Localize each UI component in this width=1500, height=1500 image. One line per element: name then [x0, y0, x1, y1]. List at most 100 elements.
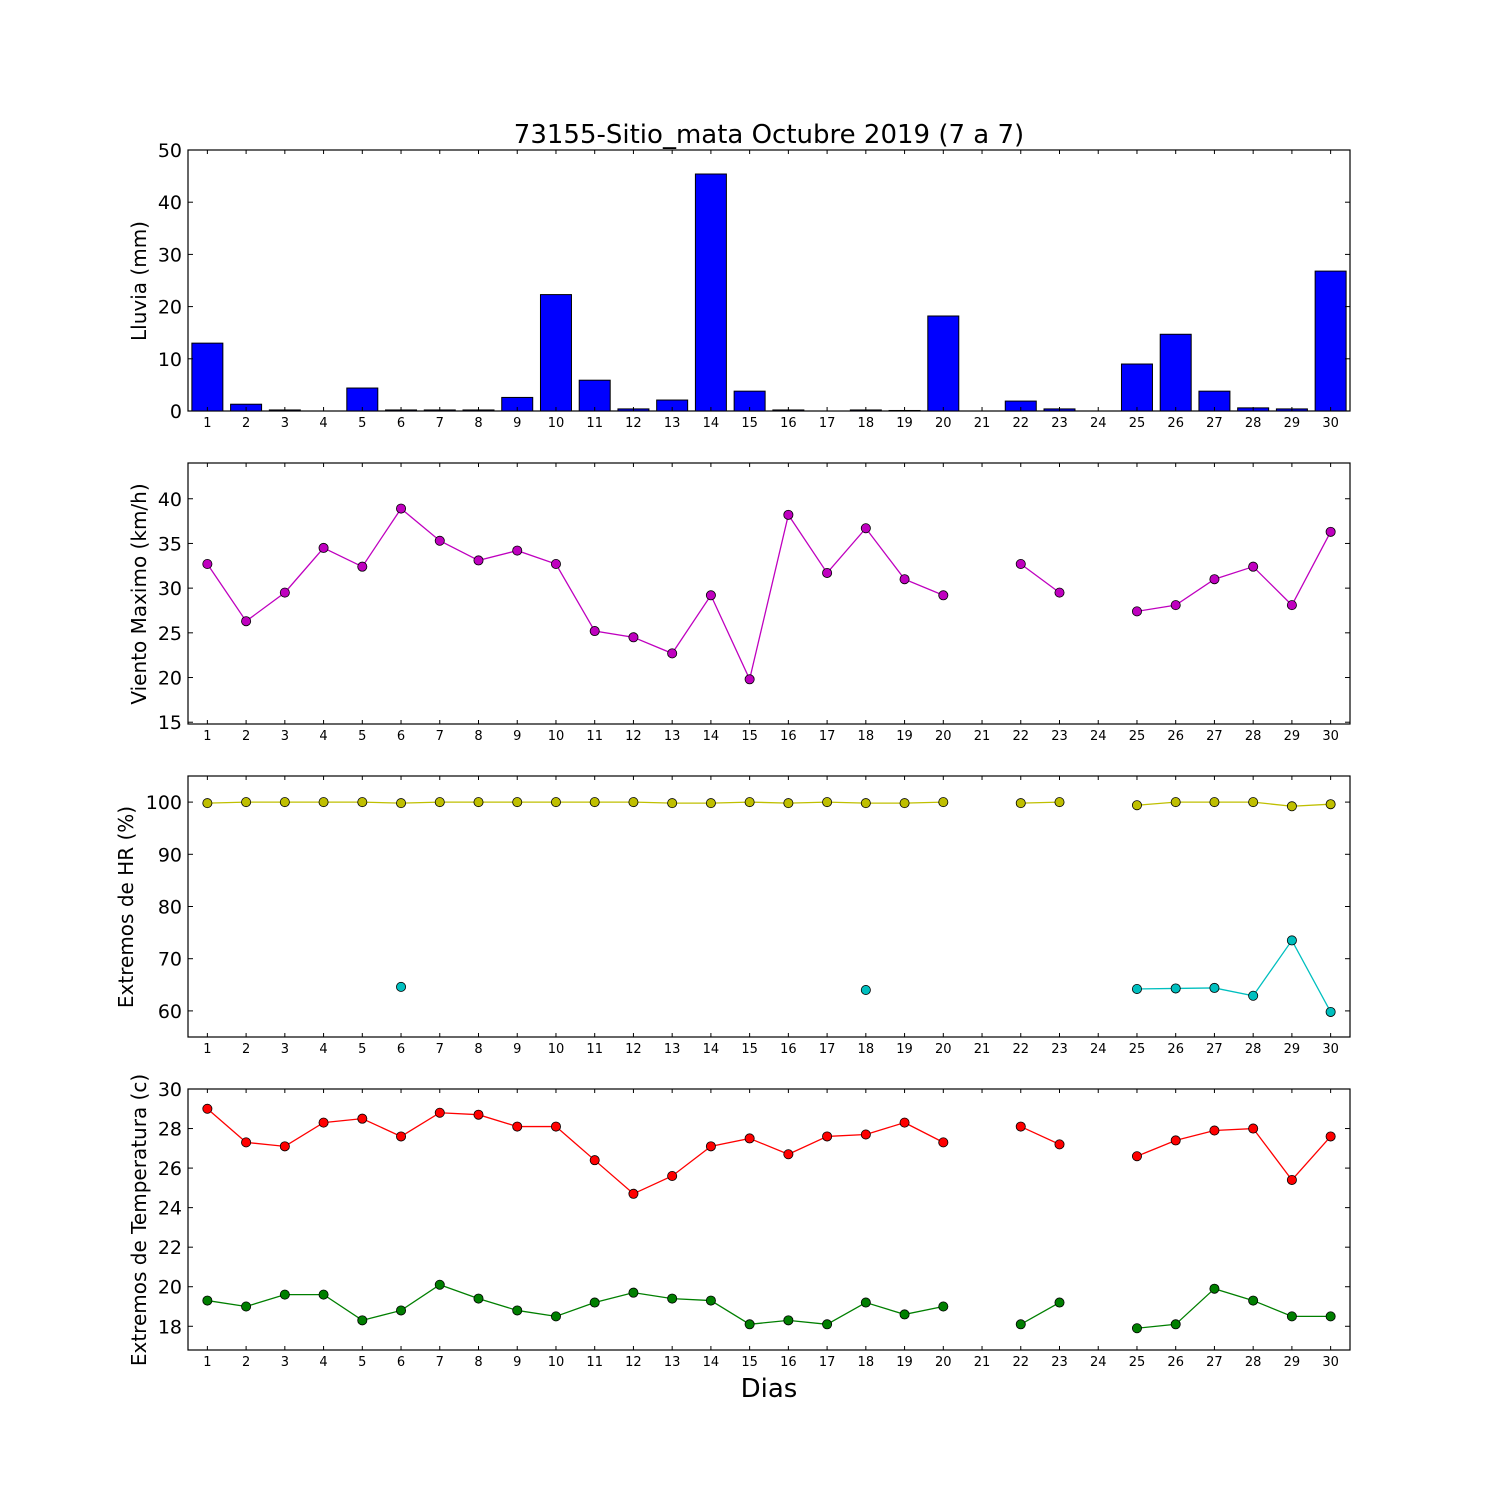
x-tick-label: 30: [1322, 416, 1339, 431]
data-point: [202, 1103, 213, 1114]
x-tick-label: 7: [436, 1355, 444, 1370]
x-tick-label: 25: [1129, 1355, 1146, 1370]
data-point: [1170, 983, 1181, 994]
data-point: [1209, 982, 1220, 993]
y-tick-label: 100: [146, 792, 182, 814]
data-point: [279, 587, 290, 598]
x-tick-label: 10: [548, 1042, 565, 1057]
x-tick-label: 7: [436, 416, 444, 431]
series-line: [1136, 939, 1332, 1013]
y-tick-label: 20: [158, 1277, 182, 1299]
x-tick-label: 26: [1167, 1042, 1184, 1057]
data-point: [357, 1113, 368, 1124]
x-tick-label: 21: [974, 729, 991, 744]
data-point: [473, 1293, 484, 1304]
x-tick-label: 6: [397, 729, 405, 744]
x-tick-label: 27: [1206, 1355, 1223, 1370]
plot-frame-viento: [187, 462, 1351, 725]
x-tick-label: 29: [1284, 729, 1301, 744]
x-tick-label: 14: [703, 729, 720, 744]
data-point: [1054, 797, 1065, 808]
data-point: [589, 626, 600, 637]
x-tick-label: 10: [548, 1355, 565, 1370]
data-point: [860, 1129, 871, 1140]
data-point: [667, 1293, 678, 1304]
data-point: [667, 1171, 678, 1182]
data-point: [744, 797, 755, 808]
data-point: [1209, 797, 1220, 808]
x-tick-label: 16: [780, 1355, 797, 1370]
x-ticks-lluvia: 1 2 3 4 5 6 7 8 9 10 11 12 13 14 15 16 17 18 19 20 21 22 23 24 2…: [203, 150, 1339, 431]
data-point: [1170, 797, 1181, 808]
x-tick-label: 4: [319, 1042, 327, 1057]
x-tick-label: 5: [358, 1355, 366, 1370]
data-point: [434, 1279, 445, 1290]
y-tick-label: 24: [158, 1198, 182, 1220]
data-point: [318, 1289, 329, 1300]
x-tick-label: 4: [319, 416, 327, 431]
series-line: [1020, 1301, 1060, 1325]
data-point: [822, 797, 833, 808]
x-tick-label: 2: [242, 1355, 250, 1370]
data-point: [628, 797, 639, 808]
x-tick-label: 5: [358, 1042, 366, 1057]
x-tick-label: 27: [1206, 1042, 1223, 1057]
x-tick-label: 28: [1245, 416, 1262, 431]
data-point: [744, 1133, 755, 1144]
y-tick-label: 18: [158, 1316, 182, 1338]
data-point: [783, 798, 794, 809]
x-tick-label: 17: [819, 729, 836, 744]
x-tick-label: 6: [397, 1042, 405, 1057]
x-tick-label: 5: [358, 729, 366, 744]
x-tick-label: 3: [281, 1042, 289, 1057]
bar: [578, 379, 611, 412]
data-point: [1054, 1297, 1065, 1308]
data-point: [241, 1137, 252, 1148]
x-tick-label: 1: [203, 1355, 211, 1370]
y-tick-label: 30: [158, 1079, 182, 1101]
data-point: [279, 1141, 290, 1152]
x-tick-label: 20: [935, 416, 952, 431]
x-tick-label: 26: [1167, 416, 1184, 431]
y-tick-label: 22: [158, 1237, 182, 1259]
x-ticks-viento: 1 2 3 4 5 6 7 8 9 10 11 12 13 14 15 16 17 18 19 20 21 22 23 24 2…: [203, 463, 1339, 744]
x-tick-label: 9: [513, 729, 521, 744]
x-tick-label: 30: [1322, 729, 1339, 744]
data-point: [1015, 559, 1026, 570]
data-point: [396, 503, 407, 514]
plot-area-lluvia: [187, 149, 1351, 412]
data-point: [1248, 1295, 1259, 1306]
x-tick-label: 29: [1284, 1042, 1301, 1057]
y-axis-label-hr: Extremos de HR (%): [114, 806, 138, 1008]
x-tick-label: 11: [586, 1355, 603, 1370]
x-tick-label: 24: [1090, 1355, 1107, 1370]
data-point: [1286, 935, 1297, 946]
series-temp: [202, 1103, 1336, 1334]
data-point: [550, 1121, 561, 1132]
x-tick-label: 8: [474, 416, 482, 431]
x-tick-label: 12: [625, 729, 642, 744]
data-point: [241, 1301, 252, 1312]
data-point: [705, 1141, 716, 1152]
data-point: [667, 798, 678, 809]
data-point: [1015, 798, 1026, 809]
x-tick-label: 17: [819, 1355, 836, 1370]
data-point: [512, 797, 523, 808]
x-tick-label: 18: [858, 729, 875, 744]
series-line: [207, 1284, 944, 1325]
x-tick-label: 18: [858, 1042, 875, 1057]
data-point: [628, 1287, 639, 1298]
x-tick-label: 21: [974, 416, 991, 431]
y-tick-label: 25: [158, 623, 182, 645]
series-line: [1020, 801, 1060, 804]
data-point: [744, 1319, 755, 1330]
series-line: [207, 801, 944, 804]
x-tick-label: 13: [664, 1355, 681, 1370]
x-tick-label: 6: [397, 1355, 405, 1370]
x-tick-label: 22: [1012, 416, 1029, 431]
data-point: [318, 542, 329, 553]
x-tick-label: 13: [664, 729, 681, 744]
